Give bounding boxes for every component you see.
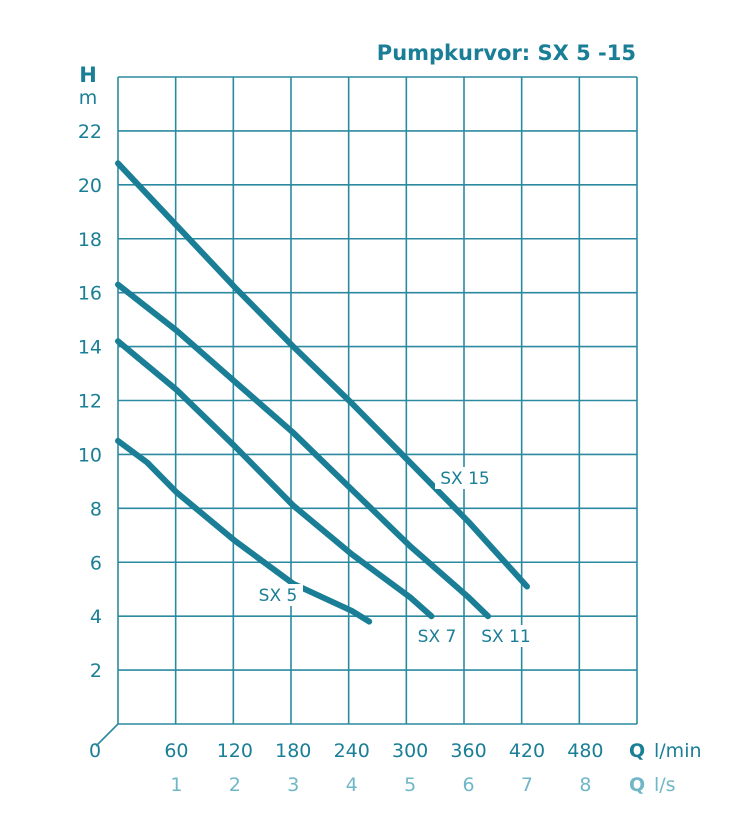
y-tick-label: 20 <box>78 175 102 197</box>
y-axis-unit: m <box>79 87 98 109</box>
x-tick-label: 60 <box>164 740 188 762</box>
y-tick-label: 22 <box>78 121 102 143</box>
x-tick-label: 180 <box>275 740 311 762</box>
x-axis-symbol: Q <box>629 740 645 762</box>
y-tick-label: 8 <box>90 498 102 520</box>
x-tick-label: 120 <box>217 740 253 762</box>
y-tick-label: 16 <box>78 283 102 305</box>
series-labels: SX 5 SX 7 SX 11 SX 15 <box>253 467 536 647</box>
series-label-bg <box>253 584 303 606</box>
y-tick-label: 18 <box>78 229 102 251</box>
grid <box>95 76 638 747</box>
x-tick-label: 480 <box>567 740 603 762</box>
y-tick-label: 4 <box>90 606 102 628</box>
series-label: SX 11 <box>481 627 530 647</box>
y-axis-symbol: H <box>79 63 97 87</box>
y-tick-label: 10 <box>78 444 102 466</box>
series-label-bg <box>435 467 495 489</box>
series-line-sx-7 <box>115 338 435 620</box>
x-secondary-tick-label: 6 <box>462 774 474 796</box>
series-line-sx-11 <box>115 281 491 620</box>
y-tick-label: 14 <box>78 337 102 359</box>
x-axis-secondary-unit: l/s <box>654 774 676 796</box>
x-tick-label: 420 <box>509 740 545 762</box>
chart-title: Pumpkurvor: SX 5 -15 <box>377 41 636 65</box>
x-secondary-tick-label: 5 <box>404 774 416 796</box>
x-tick-label: 300 <box>392 740 428 762</box>
x-secondary-tick-label: 8 <box>579 774 591 796</box>
x-secondary-tick-label: 2 <box>229 774 241 796</box>
x-tick-labels: 60 120 180 240 300 360 420 480 <box>164 740 603 762</box>
x-tick-label: 240 <box>334 740 370 762</box>
x-axis-secondary-symbol: Q <box>629 774 645 796</box>
x-secondary-tick-labels: 1 2 3 4 5 6 7 8 <box>170 774 591 796</box>
axis-stub <box>95 723 119 747</box>
series-line-sx-5 <box>115 437 373 625</box>
series-label: SX 7 <box>418 627 457 647</box>
x-secondary-tick-label: 4 <box>346 774 358 796</box>
x-axis-origin-label: 0 <box>89 740 101 762</box>
series-label-bg <box>476 625 536 647</box>
y-tick-labels: 2 4 6 8 10 12 14 16 18 20 22 <box>78 121 102 682</box>
x-secondary-tick-label: 7 <box>521 774 533 796</box>
y-tick-label: 6 <box>90 552 102 574</box>
series-lines <box>115 160 530 625</box>
x-tick-label: 360 <box>450 740 486 762</box>
x-axis-unit: l/min <box>654 740 702 762</box>
y-tick-label: 12 <box>78 391 102 413</box>
series-label: SX 5 <box>259 586 298 606</box>
series-label: SX 15 <box>440 469 489 489</box>
series-label-bg <box>412 625 462 647</box>
x-secondary-tick-label: 1 <box>170 774 182 796</box>
y-tick-label: 2 <box>90 660 102 682</box>
series-line-sx-15 <box>115 160 530 590</box>
x-secondary-tick-label: 3 <box>287 774 299 796</box>
